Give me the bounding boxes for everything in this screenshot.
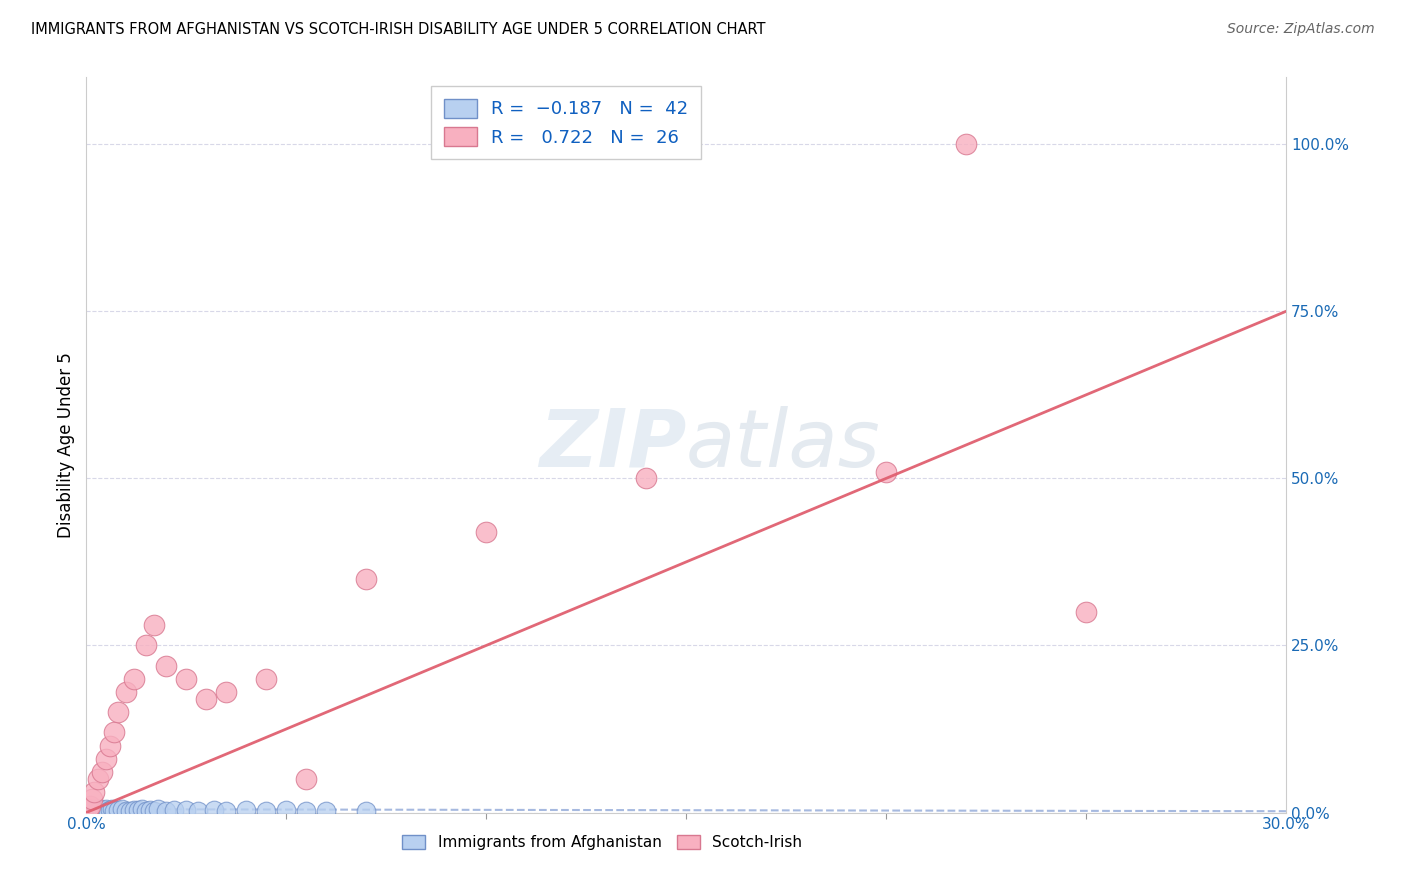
Point <box>215 804 238 818</box>
Point <box>87 803 110 817</box>
Point <box>93 803 115 817</box>
Legend: R =  −0.187   N =  42, R =   0.722   N =  26: R = −0.187 N = 42, R = 0.722 N = 26 <box>432 87 700 160</box>
Point <box>1074 605 1097 619</box>
Point <box>107 706 129 720</box>
Point <box>135 804 157 818</box>
Point <box>163 803 186 817</box>
Point <box>96 752 118 766</box>
Point <box>82 802 104 816</box>
Point <box>475 524 498 539</box>
Point <box>77 804 100 818</box>
Point <box>143 618 166 632</box>
Point <box>124 803 146 817</box>
Point <box>77 802 100 816</box>
Point <box>254 672 277 686</box>
Point <box>96 802 118 816</box>
Point <box>83 803 105 817</box>
Point <box>155 804 177 818</box>
Point <box>98 803 121 817</box>
Point <box>187 804 209 818</box>
Point <box>235 803 257 817</box>
Point <box>315 804 337 818</box>
Point <box>135 639 157 653</box>
Point <box>295 804 318 818</box>
Point <box>636 471 658 485</box>
Point <box>83 785 105 799</box>
Point <box>89 801 111 815</box>
Point <box>875 465 897 479</box>
Point <box>295 772 318 786</box>
Point <box>103 725 125 739</box>
Point <box>276 803 298 817</box>
Point <box>82 792 104 806</box>
Point <box>91 804 114 818</box>
Point <box>202 803 225 817</box>
Point <box>101 802 124 816</box>
Point <box>82 804 104 818</box>
Point <box>87 772 110 786</box>
Point <box>174 803 197 817</box>
Text: IMMIGRANTS FROM AFGHANISTAN VS SCOTCH-IRISH DISABILITY AGE UNDER 5 CORRELATION C: IMMIGRANTS FROM AFGHANISTAN VS SCOTCH-IR… <box>31 22 765 37</box>
Y-axis label: Disability Age Under 5: Disability Age Under 5 <box>58 352 75 538</box>
Point <box>148 802 170 816</box>
Point <box>131 802 153 816</box>
Point <box>955 137 977 152</box>
Point <box>143 804 166 818</box>
Point <box>155 658 177 673</box>
Text: ZIP: ZIP <box>538 406 686 484</box>
Point <box>354 572 377 586</box>
Point <box>84 803 107 817</box>
Point <box>115 685 138 699</box>
Point <box>97 804 120 818</box>
Point <box>91 765 114 780</box>
Point <box>107 803 129 817</box>
Point <box>103 804 125 818</box>
Point <box>127 803 149 817</box>
Point <box>254 804 277 818</box>
Point <box>98 739 121 753</box>
Point <box>174 672 197 686</box>
Text: Source: ZipAtlas.com: Source: ZipAtlas.com <box>1227 22 1375 37</box>
Point <box>124 672 146 686</box>
Point <box>195 692 218 706</box>
Point <box>111 802 134 816</box>
Point <box>84 804 107 818</box>
Point <box>80 804 103 818</box>
Point <box>120 804 142 818</box>
Point <box>79 798 101 813</box>
Point <box>79 804 101 818</box>
Point <box>354 804 377 818</box>
Point <box>79 803 101 817</box>
Point <box>139 803 162 817</box>
Point <box>215 685 238 699</box>
Point <box>115 804 138 818</box>
Text: atlas: atlas <box>686 406 882 484</box>
Point <box>86 802 108 816</box>
